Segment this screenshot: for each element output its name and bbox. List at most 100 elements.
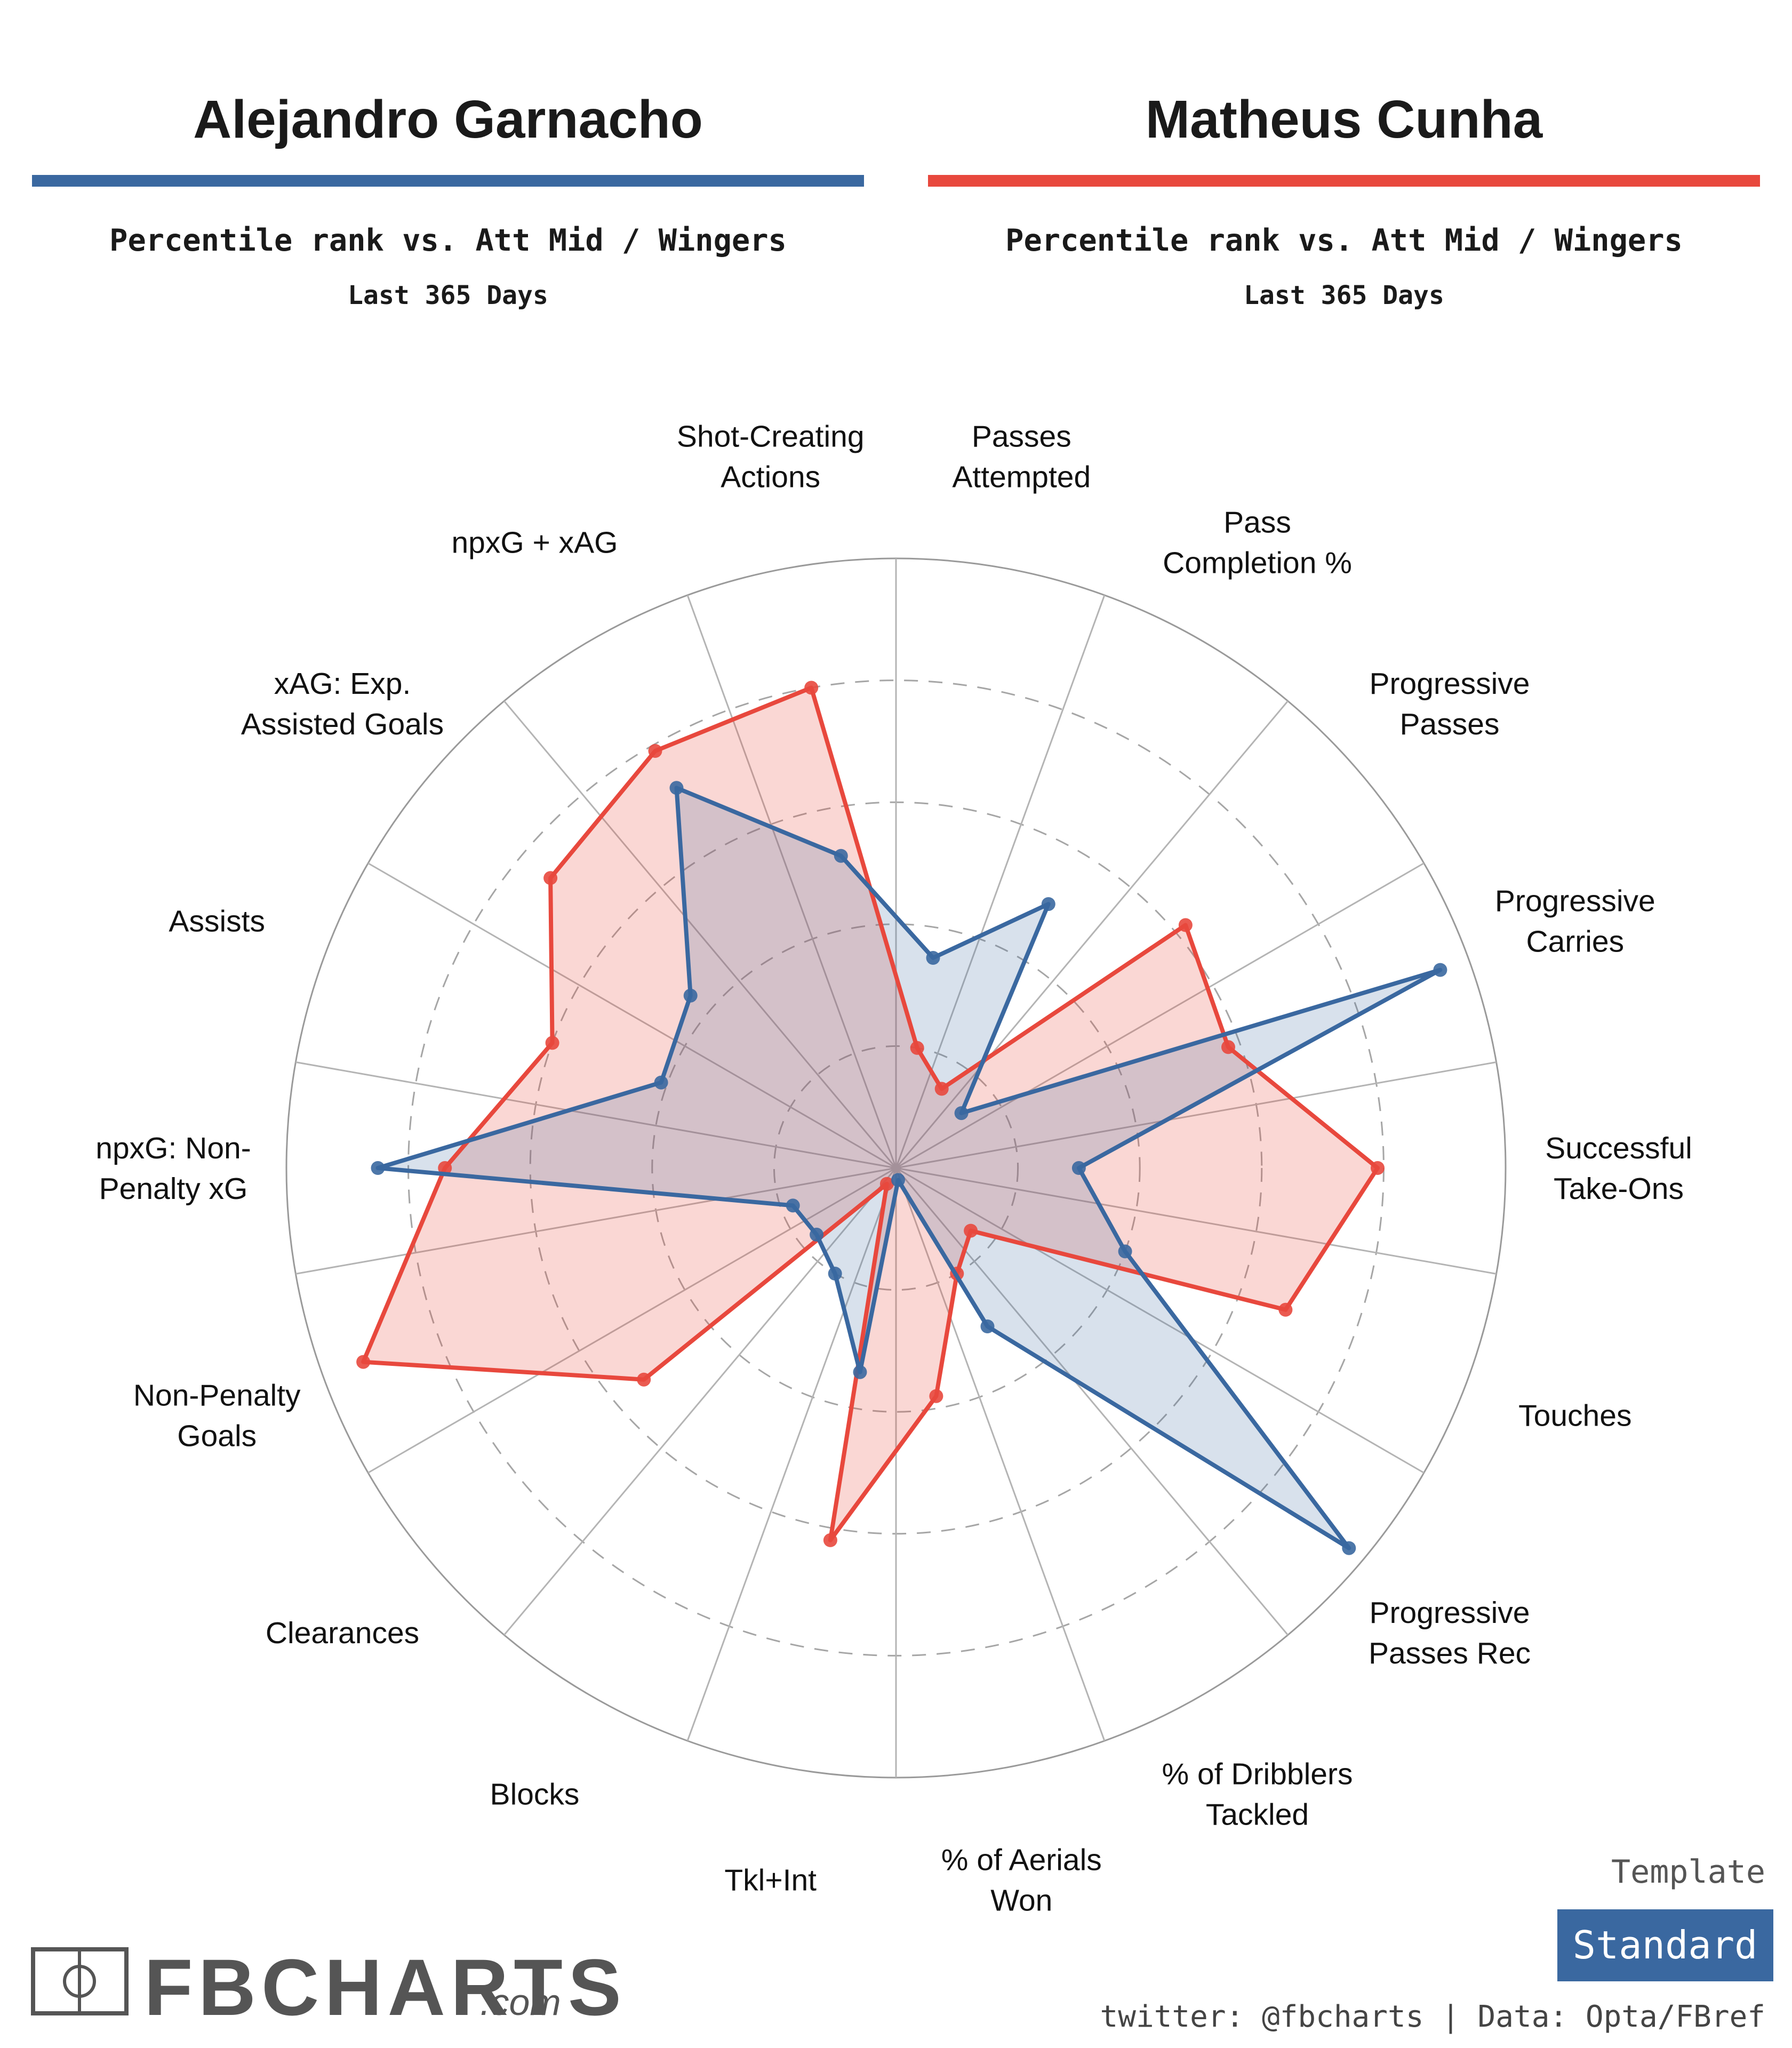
gridline-40 xyxy=(651,923,1141,1413)
player-2-name: Matheus Cunha xyxy=(1146,90,1543,149)
category-label: Tkl+Int xyxy=(724,1863,817,1897)
category-label: Passes Attempted xyxy=(952,420,1091,494)
category-label-line: Assisted Goals xyxy=(241,707,444,741)
category-label-line: Attempted xyxy=(952,460,1091,494)
data-point-matheus-cunha xyxy=(1278,1302,1293,1317)
data-point-matheus-cunha xyxy=(438,1161,452,1175)
data-point-alejandro-garnacho xyxy=(828,1267,842,1281)
category-label-line: npxG: Non- xyxy=(95,1131,251,1165)
radar-category-labels: Passes Attempted Pass Completion % Progressi… xyxy=(95,420,1692,1918)
category-label: % of Aerials Won xyxy=(941,1843,1102,1917)
spoke-line xyxy=(895,1167,1106,1741)
pitch-icon-centre-circle xyxy=(63,1965,96,1998)
data-point-alejandro-garnacho xyxy=(1071,1161,1086,1175)
spoke-line xyxy=(686,1167,897,1741)
category-label: Touches xyxy=(1518,1398,1631,1433)
data-point-alejandro-garnacho xyxy=(371,1161,385,1175)
data-point-alejandro-garnacho xyxy=(1342,1541,1356,1555)
category-label-line: Completion % xyxy=(1163,546,1352,580)
category-label: Clearances xyxy=(266,1616,419,1650)
spoke-line xyxy=(367,1167,897,1474)
series-area-matheus-cunha xyxy=(363,687,1378,1540)
player-1-subtitle: Percentile rank vs. Att Mid / Wingers xyxy=(109,223,787,258)
data-point-alejandro-garnacho xyxy=(1041,897,1055,911)
category-label-line: Progressive xyxy=(1370,1596,1530,1630)
category-label: Progressive Passes Rec xyxy=(1369,1596,1531,1670)
data-point-matheus-cunha xyxy=(356,1355,371,1369)
series-area-alejandro-garnacho xyxy=(378,788,1441,1548)
footer-credit: twitter: @fbcharts | Data: Opta/FBref xyxy=(1100,1999,1765,2034)
spoke-line xyxy=(895,700,1289,1169)
spoke-line xyxy=(503,700,897,1169)
category-label: Progressive Carries xyxy=(1495,884,1655,959)
data-point-alejandro-garnacho xyxy=(1433,963,1447,977)
spoke-line xyxy=(295,1061,897,1169)
category-label-line: Actions xyxy=(721,460,820,494)
category-label-line: Pass xyxy=(1223,506,1291,540)
category-label-line: Blocks xyxy=(490,1778,580,1812)
player-1-name: Alejandro Garnacho xyxy=(193,90,703,149)
data-point-alejandro-garnacho xyxy=(853,1365,867,1379)
category-label-line: npxG + xAG xyxy=(451,526,618,560)
data-point-alejandro-garnacho xyxy=(683,988,698,1003)
data-point-matheus-cunha xyxy=(910,1041,924,1055)
fbcharts-logo: FBCHARTS .com xyxy=(31,1942,621,2032)
data-point-alejandro-garnacho xyxy=(669,781,684,795)
data-point-alejandro-garnacho xyxy=(954,1106,969,1121)
data-point-alejandro-garnacho xyxy=(834,849,848,863)
data-point-matheus-cunha xyxy=(964,1223,978,1238)
category-label-line: Carries xyxy=(1526,925,1624,959)
category-label-line: Non-Penalty xyxy=(133,1378,301,1412)
category-label: Blocks xyxy=(490,1778,580,1812)
spoke-line xyxy=(895,1167,1425,1474)
radar-series xyxy=(356,681,1447,1555)
spoke-line xyxy=(686,595,897,1169)
data-point-alejandro-garnacho xyxy=(654,1075,668,1090)
template-badge xyxy=(1557,1909,1773,1981)
category-label-line: Won xyxy=(990,1883,1052,1917)
template-value: Standard xyxy=(1573,1923,1758,1967)
category-label: Shot-Creating Actions xyxy=(677,420,865,494)
player-2-period: Last 365 Days xyxy=(1244,281,1444,310)
category-label-line: Passes xyxy=(1400,707,1500,741)
category-label-line: Penalty xG xyxy=(99,1172,248,1206)
data-point-alejandro-garnacho xyxy=(980,1319,995,1333)
data-point-alejandro-garnacho xyxy=(1118,1244,1132,1259)
category-label: Successful Take-Ons xyxy=(1545,1131,1692,1206)
data-point-matheus-cunha xyxy=(823,1533,837,1547)
category-label-line: Progressive xyxy=(1370,667,1530,701)
player-2-color-bar xyxy=(928,175,1760,187)
category-label: npxG + xAG xyxy=(451,526,618,560)
spoke-line xyxy=(367,862,897,1169)
data-point-matheus-cunha xyxy=(543,871,558,885)
category-label: Pass Completion % xyxy=(1163,506,1352,580)
spoke-line xyxy=(895,1167,1289,1636)
category-label-line: Goals xyxy=(177,1419,257,1453)
data-point-matheus-cunha xyxy=(545,1036,559,1050)
data-point-matheus-cunha xyxy=(879,1177,894,1191)
spoke-line xyxy=(895,1167,1497,1275)
player-1-color-bar xyxy=(32,175,864,187)
data-point-alejandro-garnacho xyxy=(786,1198,800,1213)
category-label-line: Successful xyxy=(1545,1131,1692,1165)
category-label-line: Tkl+Int xyxy=(724,1863,817,1897)
category-label-line: Passes xyxy=(972,420,1071,454)
category-label: Progressive Passes xyxy=(1370,667,1530,741)
data-point-matheus-cunha xyxy=(804,681,819,695)
category-label-line: Shot-Creating xyxy=(677,420,865,454)
data-point-matheus-cunha xyxy=(934,1082,949,1096)
category-label-line: Passes Rec xyxy=(1369,1636,1531,1670)
data-point-alejandro-garnacho xyxy=(926,951,940,965)
category-label: % of Dribblers Tackled xyxy=(1162,1757,1353,1832)
data-point-matheus-cunha xyxy=(929,1389,943,1403)
logo-suffix: .com xyxy=(480,1981,561,2023)
category-label-line: % of Aerials xyxy=(941,1843,1102,1877)
player-2-subtitle: Percentile rank vs. Att Mid / Wingers xyxy=(1005,223,1683,258)
spoke-line xyxy=(895,862,1425,1169)
data-point-alejandro-garnacho xyxy=(891,1173,905,1187)
data-point-alejandro-garnacho xyxy=(810,1227,824,1242)
category-label-line: % of Dribblers xyxy=(1162,1757,1353,1791)
category-label-line: Progressive xyxy=(1495,884,1655,918)
category-label-line: Tackled xyxy=(1206,1798,1309,1832)
